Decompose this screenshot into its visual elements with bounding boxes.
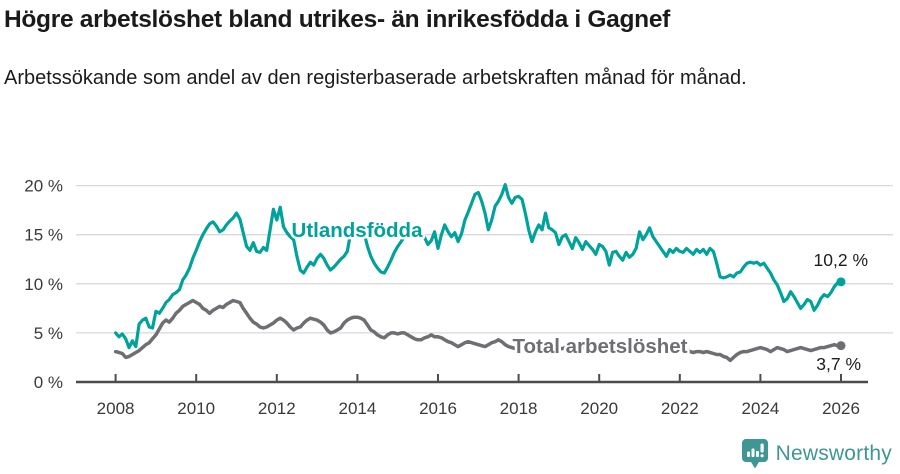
x-tick-label-2012: 2012	[258, 399, 296, 418]
series-name-label-1: Total arbetslöshet	[512, 335, 687, 358]
x-tick-label-2014: 2014	[338, 399, 376, 418]
series-name-label-0: Utlandsfödda	[292, 219, 424, 242]
x-tick-label-2008: 2008	[97, 399, 135, 418]
x-tick-label-2018: 2018	[500, 399, 538, 418]
series-end-dot-0	[836, 277, 846, 287]
chart-title: Högre arbetslöshet bland utrikes- än inr…	[4, 6, 671, 33]
newsworthy-brand-text: Newsworthy	[775, 442, 892, 465]
y-tick-label-0: 0 %	[34, 373, 63, 392]
newsworthy-bubble-chart-icon	[741, 439, 768, 469]
series-end-dot-1	[836, 341, 846, 351]
series-line-0	[113, 183, 843, 350]
series-end-value-label-1: 3,7 %	[816, 354, 861, 374]
y-tick-label-15: 15 %	[24, 226, 63, 245]
chart-subtitle: Arbetssökande som andel av den registerb…	[4, 67, 747, 89]
y-tick-label-5: 5 %	[34, 324, 63, 343]
x-tick-label-2024: 2024	[741, 399, 779, 418]
x-tick-label-2026: 2026	[822, 399, 860, 418]
y-tick-label-20: 20 %	[24, 177, 63, 196]
x-tick-label-2016: 2016	[419, 399, 457, 418]
x-tick-label-2010: 2010	[177, 399, 215, 418]
x-tick-label-2020: 2020	[580, 399, 618, 418]
series-line-1	[113, 298, 843, 363]
series-end-value-label-0: 10,2 %	[814, 250, 868, 270]
x-tick-label-2022: 2022	[661, 399, 699, 418]
y-tick-label-10: 10 %	[24, 275, 63, 294]
newsworthy-logo[interactable]: Newsworthy	[741, 439, 892, 469]
